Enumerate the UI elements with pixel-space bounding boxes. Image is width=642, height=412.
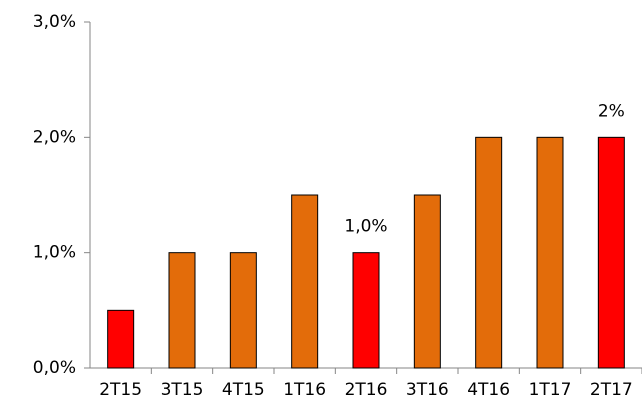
bar	[536, 136, 564, 369]
x-tick-label: 2T15	[99, 380, 142, 400]
bar	[475, 136, 503, 369]
bar	[413, 194, 441, 369]
x-tick-label: 3T16	[406, 380, 449, 400]
x-tick-label: 4T16	[467, 380, 510, 400]
y-tick-label: 2,0%	[33, 127, 76, 147]
x-tick-label: 2T17	[590, 380, 633, 400]
x-tick-label: 3T15	[161, 380, 204, 400]
data-label: 1,0%	[344, 217, 387, 237]
x-tick-label: 2T16	[345, 380, 388, 400]
y-tick-label: 3,0%	[33, 12, 76, 32]
bar	[291, 194, 319, 369]
bar	[229, 252, 257, 369]
bar	[352, 252, 380, 369]
bar	[107, 309, 135, 369]
x-tick-label: 1T16	[283, 380, 326, 400]
bar	[597, 136, 625, 369]
y-tick-label: 1,0%	[33, 243, 76, 263]
data-label: 2%	[598, 101, 625, 121]
y-tick-label: 0,0%	[33, 358, 76, 378]
bar	[168, 252, 196, 369]
x-tick-label: 4T15	[222, 380, 265, 400]
x-tick-label: 1T17	[529, 380, 572, 400]
